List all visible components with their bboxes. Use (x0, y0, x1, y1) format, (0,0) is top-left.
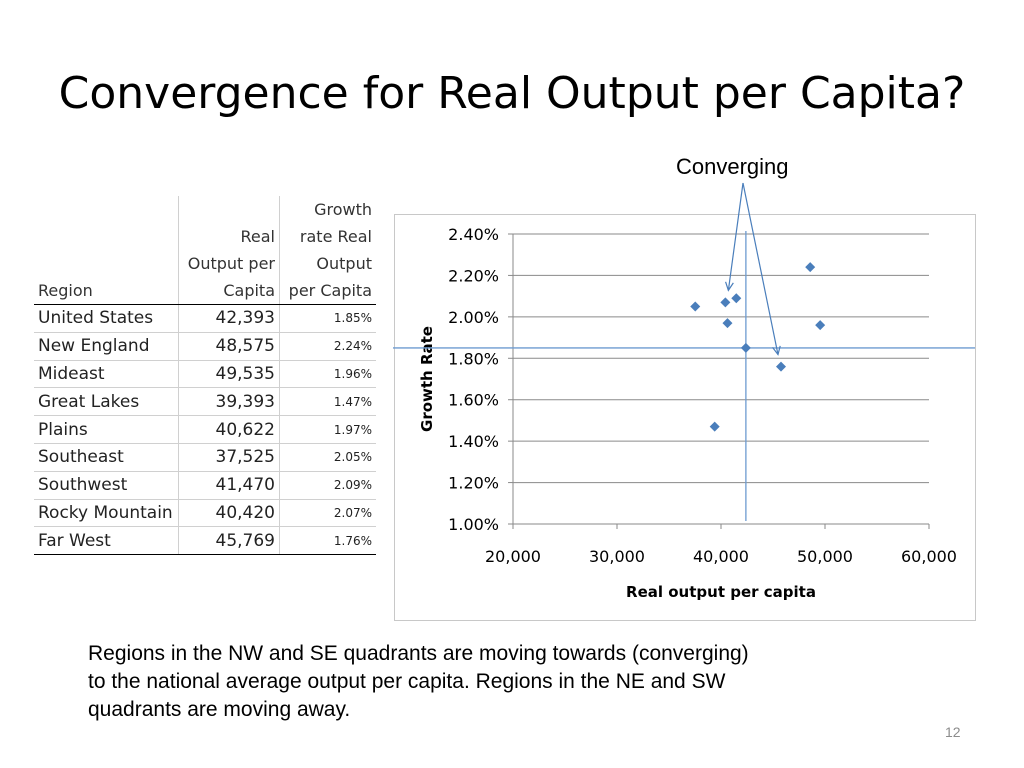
x-tick-label: 60,000 (901, 547, 957, 566)
converging-annotation: Converging (676, 154, 789, 179)
y-tick-label: 2.20% (448, 266, 499, 285)
chart-canvas: Growth Rate Real output per capita 1.00%… (393, 182, 975, 601)
cell-growth: 1.85% (279, 304, 376, 333)
header-growth: Growth rate Real Output per Capita (279, 196, 376, 305)
cell-output: 42,393 (178, 304, 280, 333)
x-tick-label: 40,000 (693, 547, 749, 566)
slide-title: Convergence for Real Output per Capita? (58, 68, 966, 119)
scatter-chart: Growth Rate Real output per capita 1.00%… (393, 182, 976, 621)
table-header-row: Region Real Output per Capita Growth rate R… (34, 196, 376, 305)
header-region: Region (34, 196, 179, 305)
table-row: Far West 45,769 1.76% (34, 526, 376, 556)
y-tick-label: 1.60% (448, 391, 499, 410)
table-row: Southeast 37,525 2.05% (34, 443, 376, 472)
header-line: rate Real (299, 227, 372, 246)
cell-output: 45,769 (178, 526, 280, 556)
arrow-head (725, 281, 734, 292)
cell-region: New England (34, 332, 179, 361)
data-point (722, 318, 733, 329)
caption-line: Regions in the NW and SE quadrants are m… (88, 642, 749, 665)
data-point (709, 421, 720, 432)
arrow-head (772, 345, 781, 356)
cell-output: 40,622 (178, 415, 280, 444)
caption: Regions in the NW and SE quadrants are m… (88, 640, 918, 724)
table-row: Plains 40,622 1.97% (34, 415, 376, 444)
table-row: Rocky Mountain 40,420 2.07% (34, 499, 376, 528)
data-point (740, 342, 751, 353)
header-line: Region (38, 281, 93, 300)
table-row: Great Lakes 39,393 1.47% (34, 387, 376, 417)
converging-arrow (742, 182, 781, 356)
x-tick-label: 30,000 (589, 547, 645, 566)
cell-region: Southwest (34, 471, 179, 500)
cell-growth: 2.05% (279, 443, 376, 472)
y-tick-label: 2.00% (448, 308, 499, 327)
cell-output: 41,470 (178, 471, 280, 500)
arrow-shaft (727, 182, 744, 291)
data-point (775, 361, 786, 372)
header-line: Growth (314, 200, 372, 219)
x-axis-label: Real output per capita (626, 583, 816, 601)
y-tick-label: 1.00% (448, 515, 499, 534)
arrow-shaft (742, 182, 779, 355)
cell-growth: 1.76% (279, 526, 376, 556)
cell-growth: 2.07% (279, 499, 376, 528)
header-output: Real Output per Capita (178, 196, 280, 305)
x-tick-label: 20,000 (485, 547, 541, 566)
header-line: Output per (187, 254, 275, 273)
cell-growth: 2.24% (279, 332, 376, 361)
data-point (805, 262, 816, 273)
cell-growth: 2.09% (279, 471, 376, 500)
converging-arrow (725, 182, 744, 292)
data-point (690, 301, 701, 312)
cell-region: United States (34, 304, 179, 333)
caption-line: to the national average output per capit… (88, 670, 726, 693)
data-point (720, 297, 731, 308)
cell-output: 40,420 (178, 499, 280, 528)
caption-line: quadrants are moving away. (88, 698, 351, 721)
y-tick-label: 2.40% (448, 225, 499, 244)
y-tick-label: 1.20% (448, 474, 499, 493)
table-row: Mideast 49,535 1.96% (34, 360, 376, 389)
cell-output: 39,393 (178, 387, 280, 417)
cell-region: Far West (34, 526, 179, 556)
y-tick-label: 1.80% (448, 349, 499, 368)
region-data-table: Region Real Output per Capita Growth rate R… (34, 196, 376, 556)
cell-region: Great Lakes (34, 387, 179, 417)
cell-growth: 1.96% (279, 360, 376, 389)
page-number: 12 (945, 724, 961, 740)
cell-region: Rocky Mountain (34, 499, 179, 528)
table-row: Southwest 41,470 2.09% (34, 471, 376, 500)
table-row: New England 48,575 2.24% (34, 332, 376, 361)
header-line: Real (240, 227, 276, 246)
cell-growth: 1.97% (279, 415, 376, 444)
x-tick-label: 50,000 (797, 547, 853, 566)
header-line: Capita (223, 281, 275, 300)
header-line: per Capita (288, 281, 372, 300)
data-point (815, 320, 826, 331)
table-row: United States 42,393 1.85% (34, 304, 376, 333)
y-axis-label: Growth Rate (418, 326, 436, 432)
y-tick-label: 1.40% (448, 432, 499, 451)
data-point (731, 293, 742, 304)
cell-output: 48,575 (178, 332, 280, 361)
cell-region: Mideast (34, 360, 179, 389)
cell-growth: 1.47% (279, 387, 376, 417)
cell-region: Southeast (34, 443, 179, 472)
cell-output: 49,535 (178, 360, 280, 389)
header-line: Output (316, 254, 372, 273)
cell-region: Plains (34, 415, 179, 444)
cell-output: 37,525 (178, 443, 280, 472)
